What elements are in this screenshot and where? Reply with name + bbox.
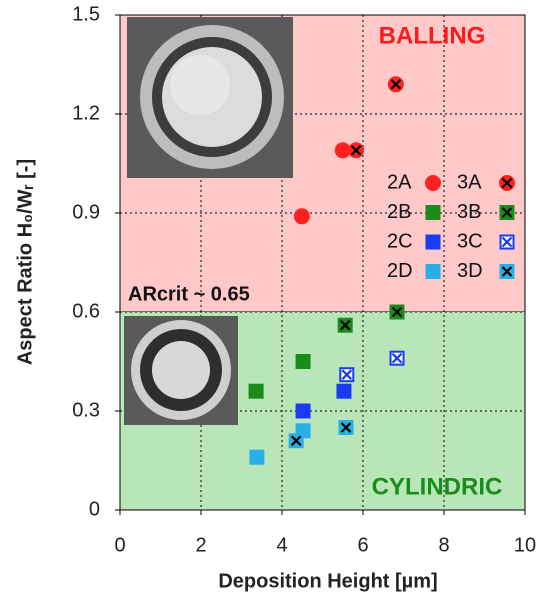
y-tick-label: 1.5: [72, 3, 100, 25]
marker-shape: [297, 405, 310, 418]
legend-marker: [500, 176, 515, 191]
marker-shape: [335, 143, 350, 158]
data-point: [337, 385, 350, 398]
data-point: [297, 355, 310, 368]
sem-photo: [127, 17, 293, 178]
marker-shape: [337, 385, 350, 398]
y-axis-label: Aspect Ratio H₀/Wᵣ [-]: [14, 159, 36, 365]
data-point: [297, 405, 310, 418]
y-tick-label: 0: [89, 498, 100, 520]
legend-marker: [426, 176, 441, 191]
data-point: [339, 421, 352, 434]
sem-photo: [124, 316, 238, 425]
marker-shape: [427, 236, 440, 249]
y-tick-label: 0.9: [72, 201, 100, 223]
x-tick-label: 10: [514, 534, 536, 556]
y-tick-label: 1.2: [72, 102, 100, 124]
marker-shape: [297, 355, 310, 368]
legend-marker: [501, 206, 514, 219]
data-point: [294, 209, 309, 224]
data-point: [250, 451, 263, 464]
legend-label: 2C: [387, 230, 413, 252]
marker-shape: [250, 385, 263, 398]
data-point: [339, 319, 352, 332]
legend-label: 3A: [457, 171, 482, 193]
annotation: ARcrit ~ 0.65: [128, 283, 250, 305]
legend-label: 3C: [457, 230, 483, 252]
data-point: [349, 143, 364, 158]
annotation: CYLINDRIC: [372, 473, 503, 500]
marker-shape: [427, 265, 440, 278]
legend-label: 3B: [457, 201, 481, 223]
chart: Deposition Height [µm] Aspect Ratio H₀/W…: [0, 0, 551, 601]
x-axis-label: Deposition Height [µm]: [218, 570, 437, 592]
legend-label: 2B: [387, 201, 411, 223]
data-point: [388, 77, 403, 92]
marker-shape: [294, 209, 309, 224]
legend-marker: [427, 265, 440, 278]
marker-shape: [250, 451, 263, 464]
data-point: [250, 385, 263, 398]
data-point: [391, 306, 404, 319]
data-point: [290, 434, 303, 447]
marker-shape: [426, 176, 441, 191]
legend-label: 3D: [457, 260, 483, 282]
data-point: [340, 368, 353, 381]
x-tick-label: 6: [357, 534, 368, 556]
x-tick-label: 8: [438, 534, 449, 556]
data-point: [391, 352, 404, 365]
y-tick-label: 0.6: [72, 300, 100, 322]
legend-marker: [501, 236, 514, 249]
legend-marker: [427, 236, 440, 249]
marker-shape: [427, 206, 440, 219]
y-tick-label: 0.3: [72, 399, 100, 421]
legend-marker: [427, 206, 440, 219]
x-tick-label: 4: [276, 534, 287, 556]
x-tick-label: 2: [195, 534, 206, 556]
x-tick-label: 0: [114, 534, 125, 556]
legend-label: 2A: [387, 171, 412, 193]
legend-label: 2D: [387, 260, 413, 282]
annotation: BALLING: [379, 22, 486, 49]
legend-marker: [501, 265, 514, 278]
data-point: [335, 143, 350, 158]
